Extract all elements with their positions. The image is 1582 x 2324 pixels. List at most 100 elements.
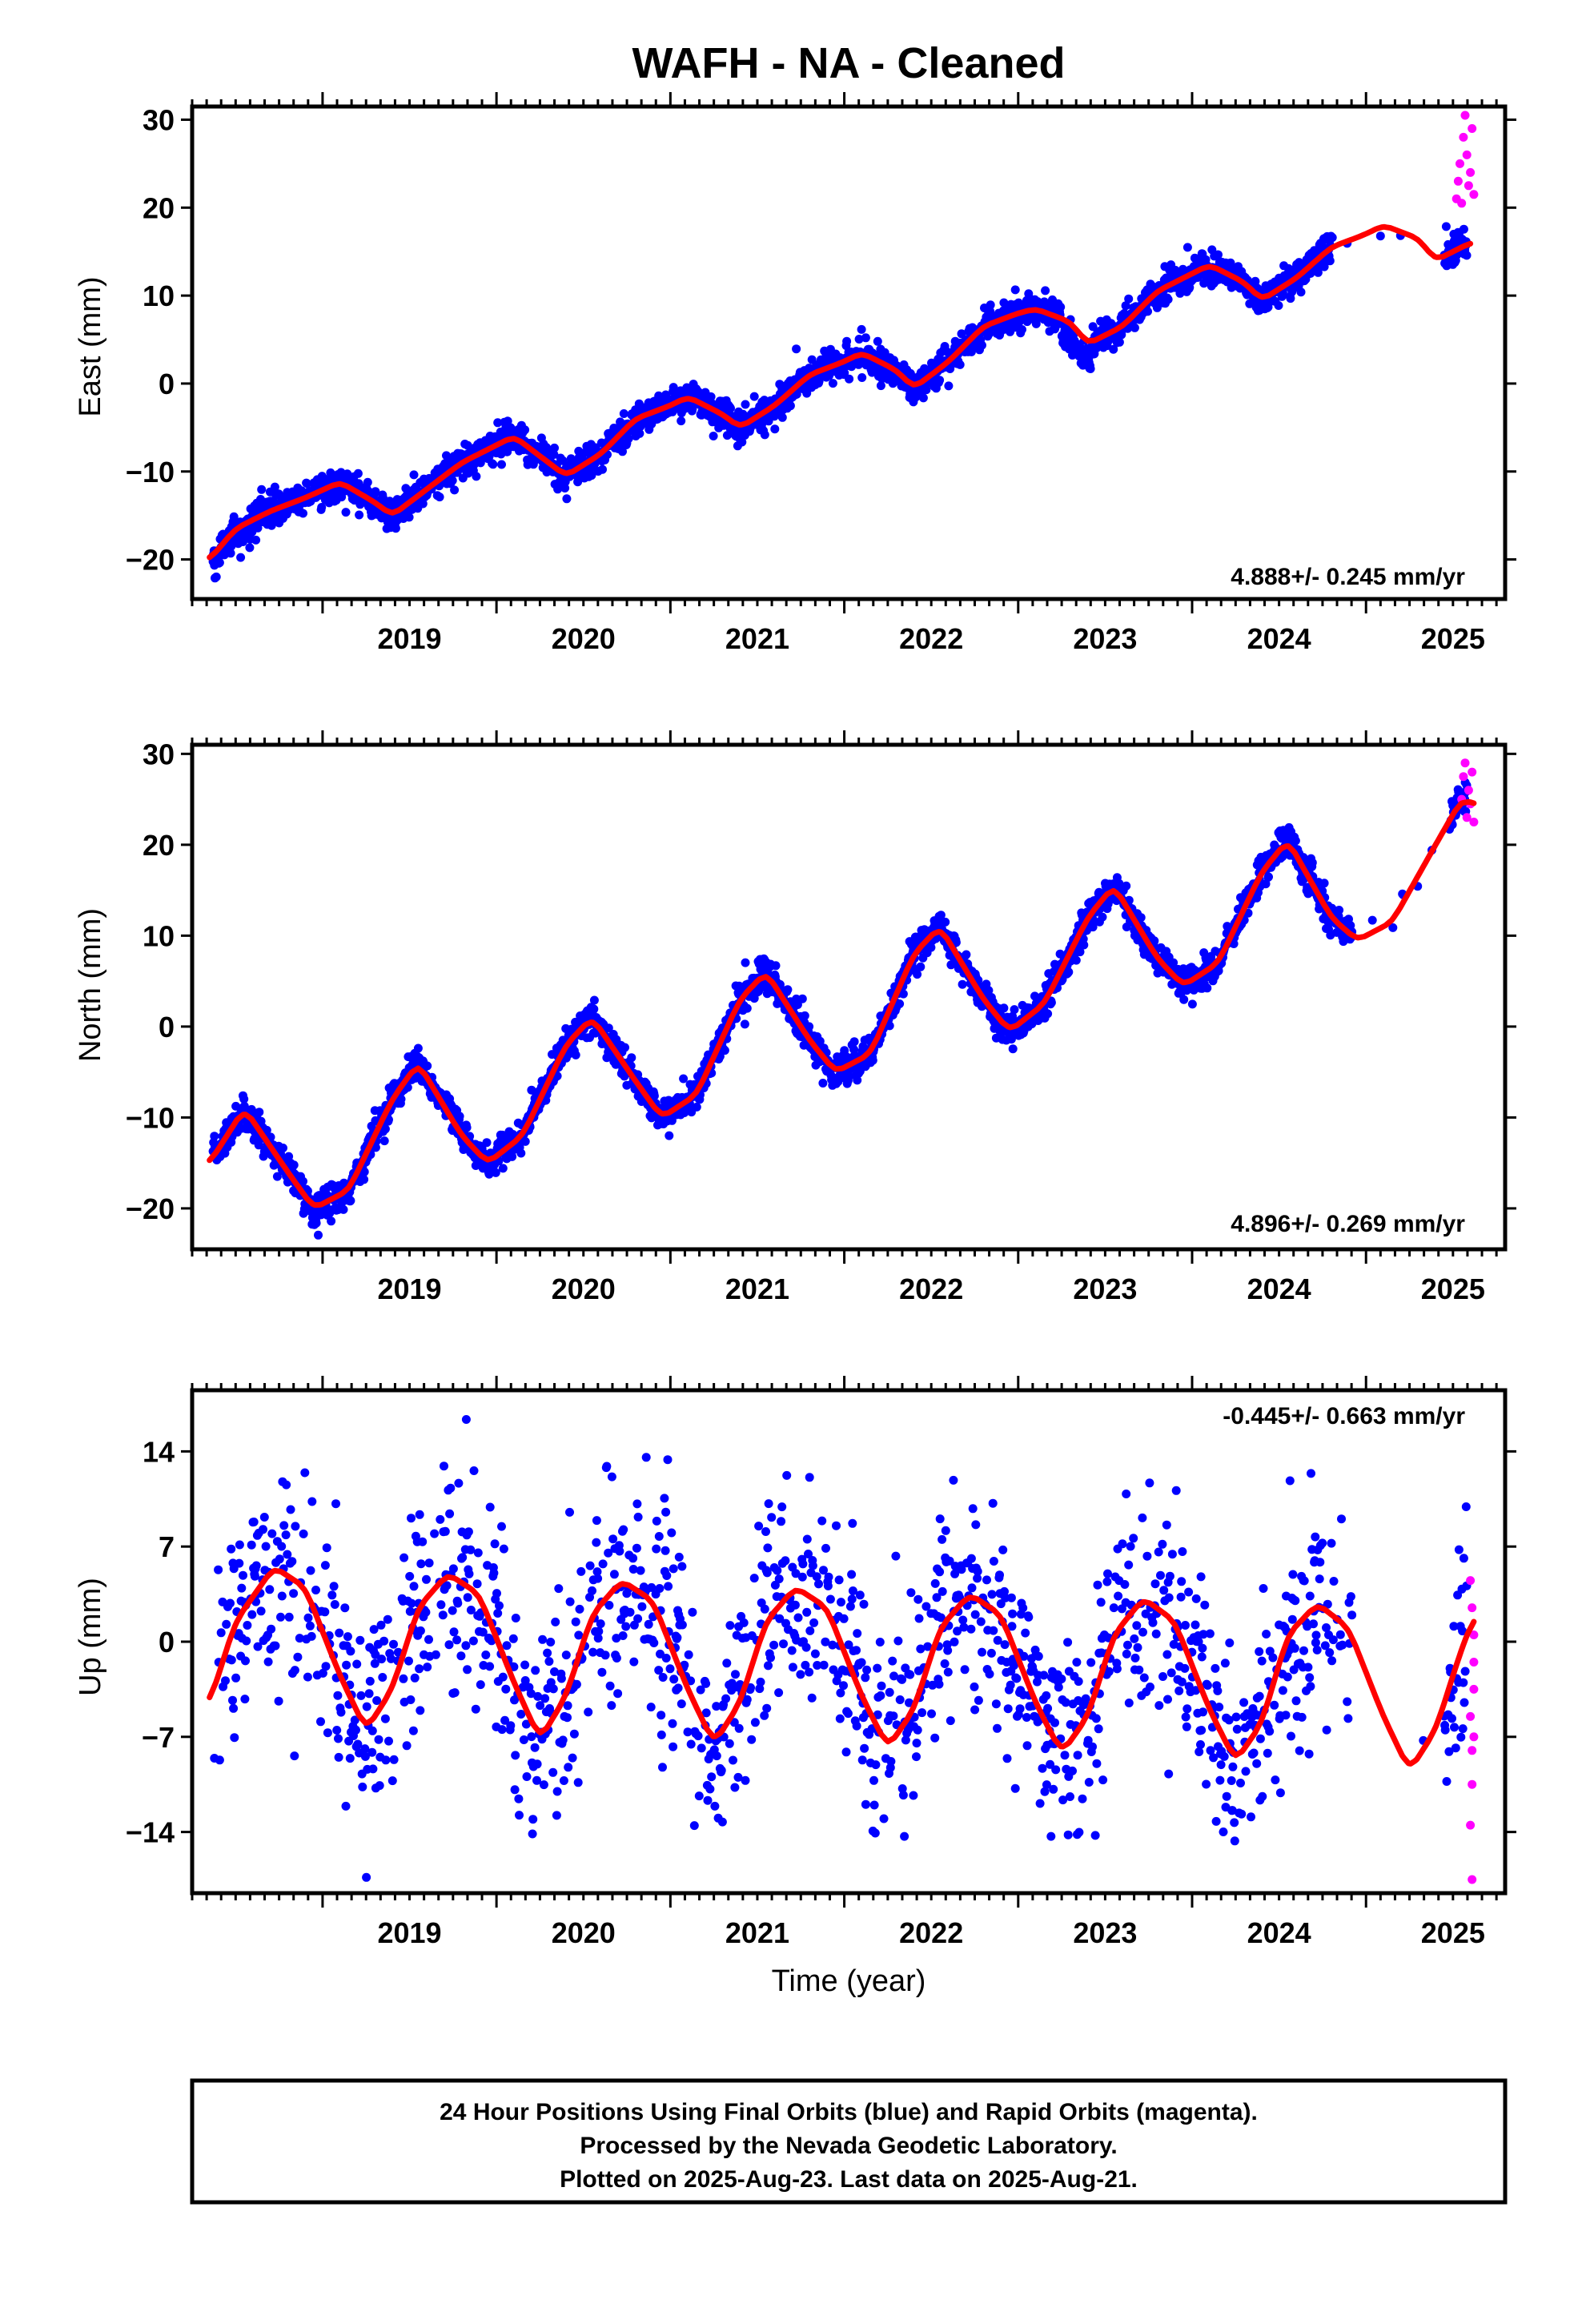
east-final-point bbox=[946, 364, 955, 373]
north-final-point bbox=[742, 1003, 752, 1013]
east-y-axis-label: East (mm) bbox=[74, 276, 107, 416]
east-marks bbox=[207, 111, 1479, 583]
east-xtick-label: 2024 bbox=[1247, 622, 1311, 655]
east-rapid-point bbox=[1466, 167, 1476, 177]
east-final-point bbox=[549, 450, 559, 459]
north-y-axis-label: North (mm) bbox=[74, 908, 107, 1062]
north-final-point bbox=[359, 1167, 369, 1176]
east-xtick-label: 2021 bbox=[725, 622, 789, 655]
north-final-point bbox=[627, 1053, 636, 1063]
east-final-point bbox=[211, 572, 221, 581]
east-final-point bbox=[785, 401, 795, 411]
east-final-point bbox=[726, 404, 735, 413]
north-final-point bbox=[1064, 967, 1074, 977]
east-final-point bbox=[1327, 233, 1337, 243]
north-final-point bbox=[262, 1125, 271, 1135]
north-final-point bbox=[740, 1019, 749, 1029]
north-final-point bbox=[741, 958, 750, 967]
east-rapid-point bbox=[1468, 124, 1477, 133]
north-final-point bbox=[984, 986, 994, 995]
north-final-point bbox=[508, 1152, 517, 1161]
north-final-point bbox=[314, 1230, 323, 1240]
east-final-point bbox=[317, 503, 327, 512]
north-final-point bbox=[805, 1022, 814, 1031]
north-final-point bbox=[692, 1102, 701, 1112]
north-final-point bbox=[289, 1160, 299, 1170]
chart-title: WAFH - NA - Cleaned bbox=[632, 39, 1065, 87]
north-final-point bbox=[1010, 1005, 1019, 1015]
east-final-point bbox=[472, 472, 481, 481]
north-final-point bbox=[1203, 983, 1212, 993]
east-final-point bbox=[1010, 285, 1020, 295]
east-final-point bbox=[828, 379, 837, 388]
east-final-point bbox=[1114, 337, 1124, 347]
east-final-point bbox=[493, 418, 503, 428]
north-final-point bbox=[520, 1136, 530, 1146]
east-final-point bbox=[450, 485, 460, 495]
east-final-point bbox=[391, 524, 400, 533]
north-final-point bbox=[720, 1046, 729, 1055]
north-final-point bbox=[311, 1218, 321, 1228]
east-final-point bbox=[1325, 256, 1335, 266]
east-final-point bbox=[404, 513, 414, 522]
east-final-point bbox=[1143, 307, 1152, 316]
north-final-point bbox=[359, 1175, 369, 1184]
east-final-point bbox=[1214, 250, 1223, 259]
north-final-point bbox=[999, 1003, 1009, 1013]
north-final-point bbox=[255, 1108, 264, 1117]
east-ytick-label: 10 bbox=[143, 279, 175, 312]
north-final-point bbox=[926, 943, 936, 952]
east-final-point bbox=[558, 456, 568, 465]
north-final-point bbox=[885, 1021, 894, 1031]
east-rapid-point bbox=[1464, 181, 1473, 191]
north-ytick-label: 30 bbox=[143, 738, 175, 770]
north-final-point bbox=[299, 1176, 307, 1186]
east-final-point bbox=[861, 333, 870, 343]
east-final-point bbox=[245, 543, 255, 553]
north-marks bbox=[207, 758, 1479, 1240]
east-final-point bbox=[448, 476, 457, 485]
east-final-point bbox=[1041, 286, 1050, 296]
north-final-point bbox=[793, 1000, 802, 1009]
north-final-point bbox=[339, 1204, 348, 1214]
east-final-point bbox=[760, 430, 769, 440]
north-final-point bbox=[845, 1072, 854, 1081]
north-ytick-label: 10 bbox=[143, 919, 175, 952]
east-final-point bbox=[1462, 251, 1472, 260]
north-final-point bbox=[379, 1136, 389, 1146]
east-final-point bbox=[857, 373, 867, 382]
east-final-point bbox=[619, 409, 628, 418]
north-final-point bbox=[895, 999, 905, 1008]
north-final-point bbox=[849, 1037, 859, 1047]
east-final-point bbox=[918, 393, 928, 403]
north-final-point bbox=[491, 1168, 500, 1177]
north-final-point bbox=[371, 1143, 380, 1152]
east-final-point bbox=[1056, 302, 1066, 312]
north-final-point bbox=[604, 1023, 613, 1033]
north-xtick-label: 2021 bbox=[725, 1273, 789, 1305]
east-final-point bbox=[984, 329, 994, 339]
north-final-point bbox=[327, 1216, 336, 1226]
north-final-point bbox=[1169, 958, 1178, 967]
east-final-point bbox=[840, 368, 849, 378]
east-final-point bbox=[1109, 344, 1118, 354]
east-final-point bbox=[303, 479, 312, 489]
east-final-point bbox=[986, 300, 995, 310]
east-final-point bbox=[371, 487, 380, 497]
east-final-point bbox=[845, 374, 854, 384]
east-final-point bbox=[239, 537, 247, 546]
east-final-point bbox=[562, 494, 572, 504]
east-final-point bbox=[270, 482, 279, 492]
east-ytick-label: 30 bbox=[143, 103, 175, 136]
north-final-point bbox=[620, 1043, 629, 1052]
east-final-point bbox=[706, 392, 716, 401]
east-final-point bbox=[503, 416, 512, 426]
north-final-point bbox=[455, 1112, 464, 1121]
east-final-point bbox=[978, 340, 986, 350]
north-final-point bbox=[1098, 912, 1107, 922]
east-final-point bbox=[560, 484, 570, 493]
east-final-point bbox=[854, 335, 864, 344]
east-final-point bbox=[363, 477, 372, 487]
east-final-point bbox=[215, 558, 224, 568]
